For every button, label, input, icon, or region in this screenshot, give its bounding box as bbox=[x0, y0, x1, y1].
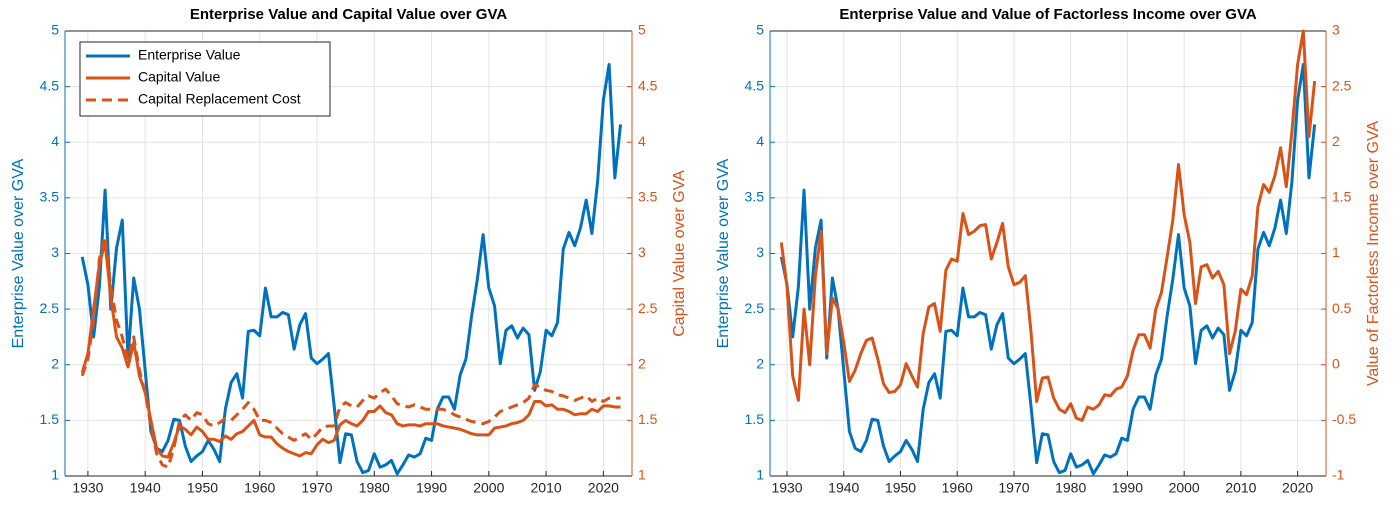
y2-tick-label: 1.5 bbox=[638, 411, 658, 427]
x-tick-label: 2010 bbox=[1225, 480, 1256, 496]
legend-label: Capital Value bbox=[138, 69, 220, 85]
y-tick-label: 4.5 bbox=[40, 77, 60, 93]
x-tick-label: 1960 bbox=[244, 480, 275, 496]
y-tick-label: 1 bbox=[51, 467, 59, 483]
y-tick-label: 3 bbox=[756, 244, 764, 260]
y-tick-label: 2.5 bbox=[745, 300, 765, 316]
x-tick-label: 2000 bbox=[1169, 480, 1200, 496]
y-tick-label: 3.5 bbox=[745, 189, 765, 205]
x-tick-label: 1960 bbox=[942, 480, 973, 496]
legend-label: Enterprise Value bbox=[138, 47, 241, 63]
x-tick-label: 2010 bbox=[531, 480, 562, 496]
y2-tick-label: 2.5 bbox=[1332, 77, 1352, 93]
x-tick-label: 1990 bbox=[1112, 480, 1143, 496]
x-tick-label: 1950 bbox=[885, 480, 916, 496]
y2-tick-label: 3 bbox=[638, 244, 646, 260]
chart-title: Enterprise Value and Value of Factorless… bbox=[839, 6, 1257, 23]
y2-tick-label: 1 bbox=[638, 467, 646, 483]
y2-tick-label: 4.5 bbox=[638, 77, 658, 93]
y2-tick-label: 2.5 bbox=[638, 300, 658, 316]
x-tick-label: 1930 bbox=[771, 480, 802, 496]
x-tick-label: 1980 bbox=[359, 480, 390, 496]
y2-tick-label: 1.5 bbox=[1332, 189, 1352, 205]
y-tick-label: 5 bbox=[51, 22, 59, 38]
y2-tick-label: 0.5 bbox=[1332, 300, 1352, 316]
y-tick-label: 2.5 bbox=[40, 300, 60, 316]
series-line bbox=[80, 62, 623, 476]
series-line bbox=[80, 235, 621, 469]
x-tick-label: 2000 bbox=[473, 480, 504, 496]
legend-label: Capital Replacement Cost bbox=[138, 91, 301, 107]
x-tick-label: 1930 bbox=[72, 480, 103, 496]
x-tick-label: 2020 bbox=[1282, 480, 1313, 496]
y-tick-label: 2 bbox=[51, 355, 59, 371]
x-tick-label: 1990 bbox=[416, 480, 447, 496]
series-line bbox=[779, 62, 1317, 476]
series-line bbox=[80, 240, 621, 459]
x-tick-label: 1950 bbox=[187, 480, 218, 496]
y2-tick-label: -0.5 bbox=[1332, 411, 1356, 427]
x-tick-label: 1980 bbox=[1055, 480, 1086, 496]
y2-tick-label: 3.5 bbox=[638, 189, 658, 205]
x-tick-label: 1940 bbox=[828, 480, 859, 496]
y-axis-label: Enterprise Value over GVA bbox=[10, 158, 27, 348]
y-tick-label: 1 bbox=[756, 467, 764, 483]
x-tick-label: 1940 bbox=[130, 480, 161, 496]
y2-axis-label: Capital Value over GVA bbox=[671, 170, 688, 337]
y-axis-label: Enterprise Value over GVA bbox=[715, 158, 732, 348]
y2-tick-label: 1 bbox=[1332, 244, 1340, 260]
y-tick-label: 2 bbox=[756, 355, 764, 371]
y-tick-label: 4 bbox=[51, 133, 59, 149]
series-line bbox=[779, 29, 1317, 422]
y2-axis-label: Value of Factorless Income over GVA bbox=[1365, 121, 1382, 387]
y-tick-label: 3.5 bbox=[40, 189, 60, 205]
y-tick-label: 1.5 bbox=[745, 411, 765, 427]
y2-tick-label: 2 bbox=[1332, 133, 1340, 149]
y2-tick-label: -1 bbox=[1332, 467, 1345, 483]
y-tick-label: 4 bbox=[756, 133, 764, 149]
x-tick-label: 1970 bbox=[998, 480, 1029, 496]
x-tick-label: 2020 bbox=[588, 480, 619, 496]
x-tick-label: 1970 bbox=[301, 480, 332, 496]
y-tick-label: 4.5 bbox=[745, 77, 765, 93]
y2-tick-label: 5 bbox=[638, 22, 646, 38]
y-tick-label: 1.5 bbox=[40, 411, 60, 427]
y-tick-label: 5 bbox=[756, 22, 764, 38]
chart-title: Enterprise Value and Capital Value over … bbox=[190, 6, 508, 23]
y2-tick-label: 3 bbox=[1332, 22, 1340, 38]
y2-tick-label: 0 bbox=[1332, 355, 1340, 371]
y2-tick-label: 4 bbox=[638, 133, 646, 149]
y-tick-label: 3 bbox=[51, 244, 59, 260]
y2-tick-label: 2 bbox=[638, 355, 646, 371]
